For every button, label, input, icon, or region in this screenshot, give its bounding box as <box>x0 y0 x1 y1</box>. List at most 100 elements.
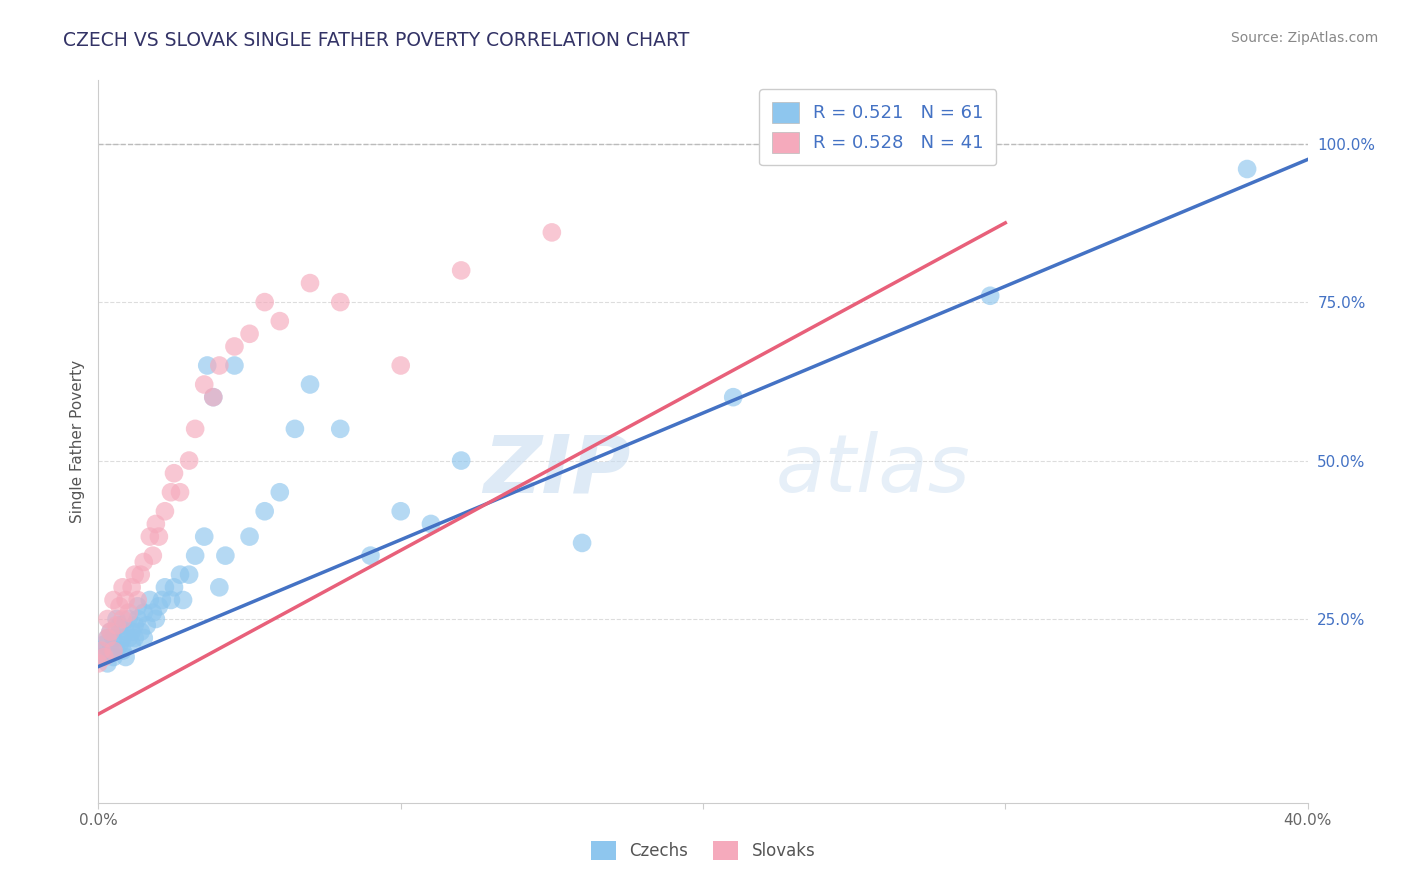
Point <box>145 516 167 531</box>
Point <box>179 453 201 467</box>
Point <box>150 593 173 607</box>
Point <box>96 631 118 645</box>
Point <box>450 263 472 277</box>
Point <box>103 643 125 657</box>
Point <box>360 549 382 563</box>
Point <box>284 422 307 436</box>
Point <box>132 631 155 645</box>
Y-axis label: Single Father Poverty: Single Father Poverty <box>69 360 84 523</box>
Point <box>114 624 136 639</box>
Point <box>114 593 136 607</box>
Point <box>132 606 155 620</box>
Point <box>208 359 231 373</box>
Point <box>103 593 125 607</box>
Point <box>93 650 115 665</box>
Point <box>172 593 194 607</box>
Point <box>208 580 231 594</box>
Point <box>111 631 134 645</box>
Point <box>87 657 110 671</box>
Point <box>90 650 112 665</box>
Point <box>121 637 143 651</box>
Point <box>169 485 191 500</box>
Point <box>139 593 162 607</box>
Point <box>105 612 128 626</box>
Point <box>108 637 131 651</box>
Point <box>269 314 291 328</box>
Point <box>153 580 176 594</box>
Legend: Czechs, Slovaks: Czechs, Slovaks <box>583 834 823 867</box>
Point <box>96 631 118 645</box>
Point <box>299 276 322 290</box>
Point <box>118 606 141 620</box>
Point <box>224 339 246 353</box>
Point <box>111 612 134 626</box>
Point <box>329 295 352 310</box>
Point <box>979 289 1001 303</box>
Point <box>124 567 146 582</box>
Point <box>145 612 167 626</box>
Point <box>105 643 128 657</box>
Point <box>135 618 157 632</box>
Point <box>103 631 125 645</box>
Point <box>239 326 262 341</box>
Point <box>239 530 262 544</box>
Point <box>224 359 246 373</box>
Point <box>124 618 146 632</box>
Point <box>540 226 562 240</box>
Point <box>163 580 186 594</box>
Point <box>253 504 276 518</box>
Point <box>193 530 215 544</box>
Point <box>121 624 143 639</box>
Point <box>129 567 152 582</box>
Point <box>169 567 191 582</box>
Point <box>450 453 472 467</box>
Point <box>139 530 162 544</box>
Point <box>389 504 412 518</box>
Point <box>148 599 170 614</box>
Point <box>571 536 593 550</box>
Point <box>100 643 122 657</box>
Point <box>124 631 146 645</box>
Point <box>111 643 134 657</box>
Point <box>163 467 186 481</box>
Point <box>96 657 118 671</box>
Point <box>153 504 176 518</box>
Point <box>193 377 215 392</box>
Point <box>114 650 136 665</box>
Point <box>723 390 745 404</box>
Point <box>108 618 131 632</box>
Text: Source: ZipAtlas.com: Source: ZipAtlas.com <box>1230 31 1378 45</box>
Point <box>118 631 141 645</box>
Point <box>299 377 322 392</box>
Point <box>389 359 412 373</box>
Point <box>195 359 218 373</box>
Point <box>214 549 236 563</box>
Point <box>253 295 276 310</box>
Point <box>96 612 118 626</box>
Point <box>118 612 141 626</box>
Point <box>1236 161 1258 176</box>
Point <box>184 422 207 436</box>
Point <box>202 390 225 404</box>
Point <box>142 549 165 563</box>
Text: ZIP: ZIP <box>484 432 630 509</box>
Text: CZECH VS SLOVAK SINGLE FATHER POVERTY CORRELATION CHART: CZECH VS SLOVAK SINGLE FATHER POVERTY CO… <box>63 31 690 50</box>
Point <box>87 643 110 657</box>
Point <box>100 624 122 639</box>
Point <box>160 593 183 607</box>
Text: atlas: atlas <box>776 432 970 509</box>
Point <box>160 485 183 500</box>
Point <box>90 643 112 657</box>
Point <box>127 612 149 626</box>
Point <box>132 555 155 569</box>
Point <box>420 516 443 531</box>
Point <box>108 599 131 614</box>
Point <box>103 650 125 665</box>
Point <box>129 624 152 639</box>
Point <box>93 637 115 651</box>
Point <box>202 390 225 404</box>
Point <box>105 618 128 632</box>
Point <box>179 567 201 582</box>
Point <box>111 580 134 594</box>
Point <box>127 599 149 614</box>
